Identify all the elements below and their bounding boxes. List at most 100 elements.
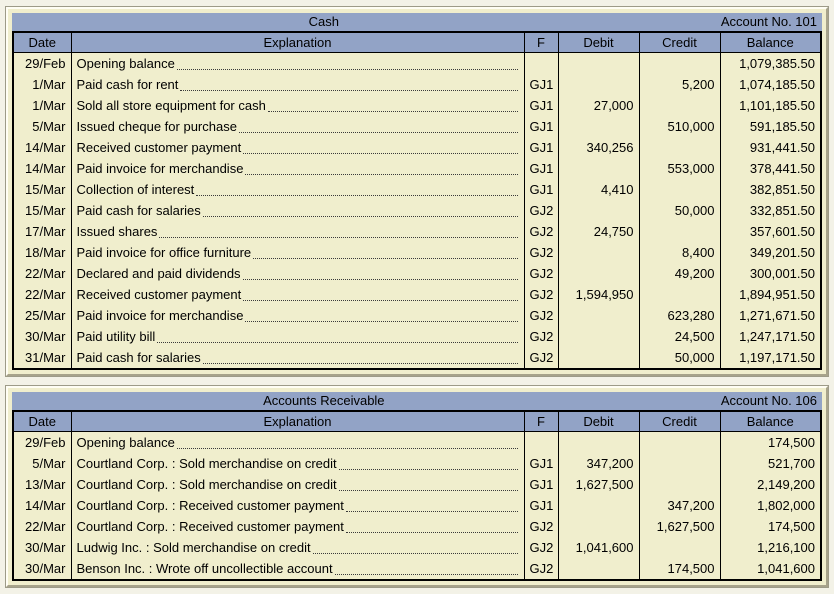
cell-balance: 1,247,171.50 <box>719 326 822 347</box>
cell-explanation: Paid cash for salaries <box>70 200 525 221</box>
ledger-row: 17/Mar Issued shares GJ2 24,750 357,601.50 <box>12 221 822 242</box>
cell-folio: GJ2 <box>523 200 559 221</box>
cell-date: 14/Mar <box>12 495 72 516</box>
cell-credit: 49,200 <box>638 263 721 284</box>
cell-credit <box>638 474 721 495</box>
explanation-text: Issued shares <box>76 224 158 239</box>
cell-folio: GJ2 <box>523 537 559 558</box>
explanation-text: Ludwig Inc. : Sold merchandise on credit <box>76 540 311 555</box>
column-header-f: F <box>523 410 559 432</box>
cell-balance: 174,500 <box>719 516 822 537</box>
cell-debit <box>557 431 640 453</box>
cell-date: 5/Mar <box>12 116 72 137</box>
cell-date: 30/Mar <box>12 537 72 558</box>
column-header-row: Date Explanation F Debit Credit Balance <box>12 31 822 53</box>
cell-debit: 1,041,600 <box>557 537 640 558</box>
cell-explanation: Paid invoice for merchandise <box>70 305 525 326</box>
cell-explanation: Declared and paid dividends <box>70 263 525 284</box>
cell-folio: GJ2 <box>523 263 559 284</box>
cell-credit <box>638 453 721 474</box>
cell-credit <box>638 52 721 74</box>
dotted-leader <box>338 490 518 491</box>
column-header-debit: Debit <box>557 410 640 432</box>
ledger-row: 29/Feb Opening balance 174,500 <box>12 431 822 453</box>
cell-date: 14/Mar <box>12 137 72 158</box>
column-header-credit: Credit <box>638 31 721 53</box>
dotted-leader <box>334 574 518 575</box>
cell-balance: 357,601.50 <box>719 221 822 242</box>
cell-date: 14/Mar <box>12 158 72 179</box>
column-header-balance: Balance <box>719 31 822 53</box>
cell-credit <box>638 221 721 242</box>
cell-explanation: Courtland Corp. : Received customer paym… <box>70 495 525 516</box>
cell-credit: 510,000 <box>638 116 721 137</box>
explanation-text: Paid cash for rent <box>76 77 179 92</box>
cell-debit <box>557 116 640 137</box>
column-header-explanation: Explanation <box>70 410 525 432</box>
ledger-titlebar: Cash Account No. 101 <box>12 13 822 31</box>
dotted-leader <box>245 321 518 322</box>
ledger-row: 31/Mar Paid cash for salaries GJ2 50,000 1,1… <box>12 347 822 369</box>
cell-balance: 1,802,000 <box>719 495 822 516</box>
cell-explanation: Paid invoice for merchandise <box>70 158 525 179</box>
ledger-list: Cash Account No. 101 Date Explanation F Deb… <box>5 6 829 588</box>
dotted-leader <box>238 132 518 133</box>
cell-balance: 349,201.50 <box>719 242 822 263</box>
cell-debit: 1,627,500 <box>557 474 640 495</box>
ledger-panel: Accounts Receivable Account No. 106 Date… <box>5 385 829 588</box>
cell-folio: GJ2 <box>523 305 559 326</box>
explanation-text: Paid invoice for merchandise <box>76 308 244 323</box>
ledger-row: 14/Mar Received customer payment GJ1 340,25… <box>12 137 822 158</box>
explanation-text: Paid invoice for merchandise <box>76 161 244 176</box>
cell-credit <box>638 137 721 158</box>
cell-balance: 591,185.50 <box>719 116 822 137</box>
cell-explanation: Benson Inc. : Wrote off uncollectible ac… <box>70 558 525 580</box>
cell-date: 5/Mar <box>12 453 72 474</box>
dotted-leader <box>243 300 518 301</box>
explanation-text: Received customer payment <box>76 140 242 155</box>
cell-debit <box>557 200 640 221</box>
cell-balance: 931,441.50 <box>719 137 822 158</box>
explanation-text: Received customer payment <box>76 287 242 302</box>
cell-debit <box>557 516 640 537</box>
ledger-body: 29/Feb Opening balance 174,500 5/Mar Courtla… <box>12 431 822 580</box>
dotted-leader <box>202 363 518 364</box>
cell-balance: 174,500 <box>719 431 822 453</box>
cell-date: 22/Mar <box>12 263 72 284</box>
ledger-row: 1/Mar Paid cash for rent GJ1 5,200 1,074,185… <box>12 74 822 95</box>
cell-debit <box>557 326 640 347</box>
explanation-text: Declared and paid dividends <box>76 266 241 281</box>
cell-balance: 1,074,185.50 <box>719 74 822 95</box>
cell-explanation: Paid utility bill <box>70 326 525 347</box>
cell-balance: 1,079,385.50 <box>719 52 822 74</box>
ledger-titlebar: Accounts Receivable Account No. 106 <box>12 392 822 410</box>
cell-explanation: Received customer payment <box>70 137 525 158</box>
cell-date: 17/Mar <box>12 221 72 242</box>
ledger-body: 29/Feb Opening balance 1,079,385.50 1/Mar Pa… <box>12 52 822 369</box>
cell-credit: 24,500 <box>638 326 721 347</box>
cell-folio: GJ2 <box>523 284 559 305</box>
cell-debit: 24,750 <box>557 221 640 242</box>
column-header-date: Date <box>12 410 72 432</box>
cell-explanation: Paid invoice for office furniture <box>70 242 525 263</box>
ledger-row: 29/Feb Opening balance 1,079,385.50 <box>12 52 822 74</box>
dotted-leader <box>157 342 518 343</box>
dotted-leader <box>345 511 518 512</box>
column-header-credit: Credit <box>638 410 721 432</box>
explanation-text: Courtland Corp. : Sold merchandise on cr… <box>76 456 337 471</box>
ledger-row: 30/Mar Paid utility bill GJ2 24,500 1,247,17… <box>12 326 822 347</box>
ledger-panel: Cash Account No. 101 Date Explanation F Deb… <box>5 6 829 377</box>
explanation-text: Benson Inc. : Wrote off uncollectible ac… <box>76 561 333 576</box>
cell-folio: GJ2 <box>523 558 559 580</box>
explanation-text: Opening balance <box>76 56 175 71</box>
cell-balance: 1,894,951.50 <box>719 284 822 305</box>
cell-date: 22/Mar <box>12 516 72 537</box>
cell-date: 29/Feb <box>12 52 72 74</box>
cell-debit <box>557 558 640 580</box>
dotted-leader <box>202 216 518 217</box>
cell-balance: 1,197,171.50 <box>719 347 822 369</box>
ledger-row: 13/Mar Courtland Corp. : Sold merchandise… <box>12 474 822 495</box>
ledger-row: 30/Mar Benson Inc. : Wrote off uncollecti… <box>12 558 822 580</box>
cell-balance: 521,700 <box>719 453 822 474</box>
cell-folio: GJ1 <box>523 495 559 516</box>
